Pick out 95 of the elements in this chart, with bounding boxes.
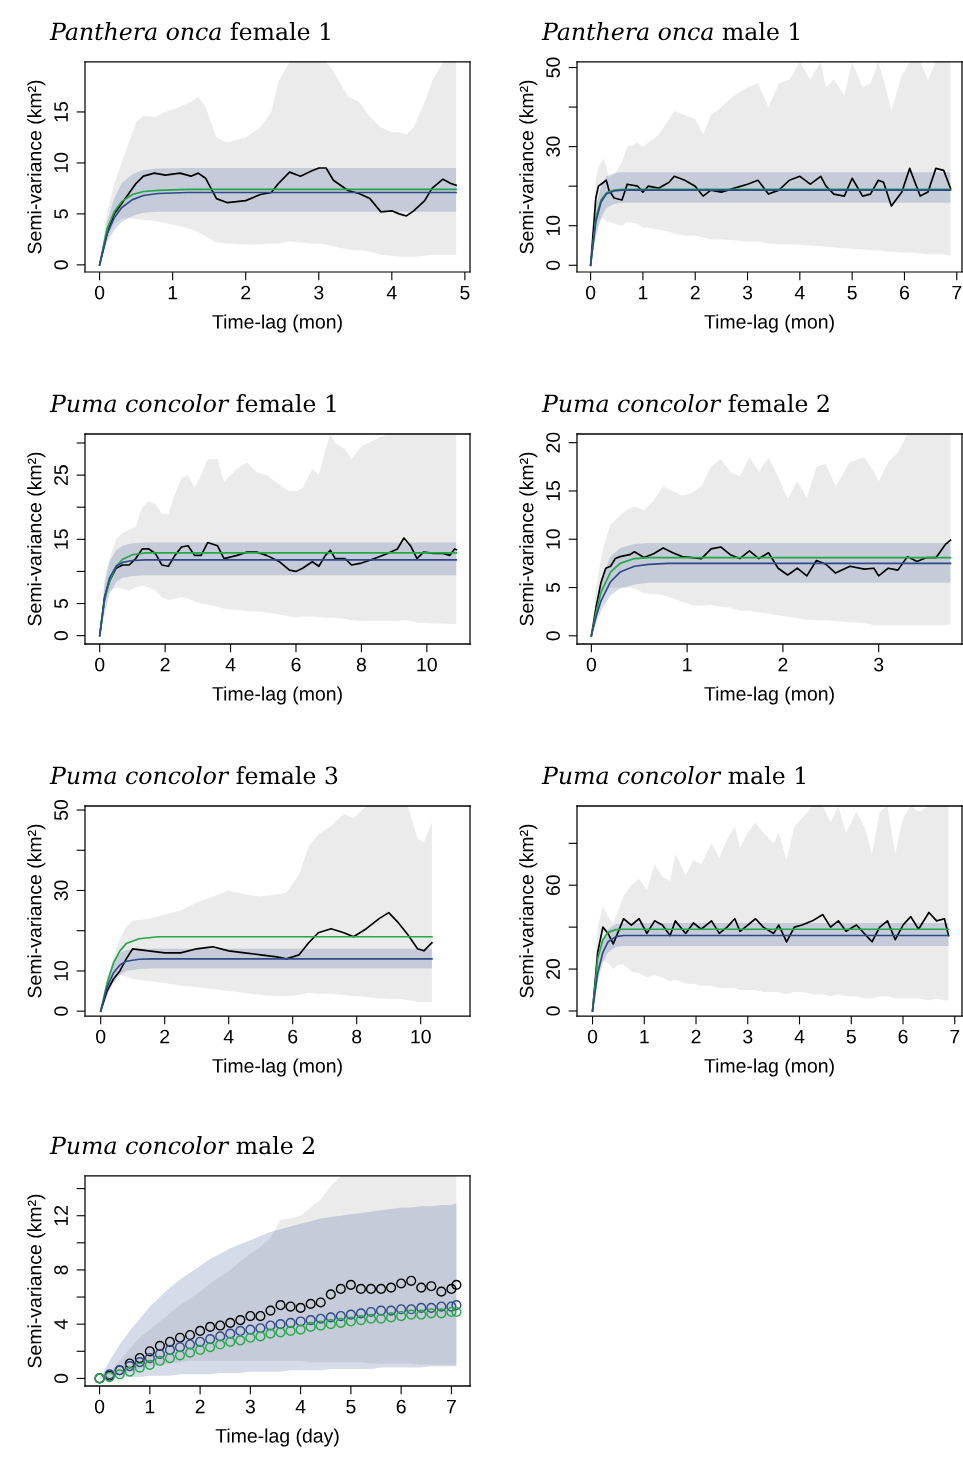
x-axis-title: Time-lag (mon) bbox=[704, 686, 834, 705]
x-tick-label: 3 bbox=[314, 285, 324, 300]
y-tick-label: 20 bbox=[546, 432, 560, 453]
x-tick-label: 8 bbox=[356, 657, 366, 672]
x-tick-label: 5 bbox=[846, 1029, 856, 1044]
x-tick-label: 4 bbox=[794, 1029, 805, 1044]
y-axis-title: Semi-variance (km²) bbox=[519, 824, 538, 998]
x-tick-label: 8 bbox=[352, 1029, 362, 1044]
x-tick-label: 2 bbox=[195, 1399, 205, 1414]
x-axis-title: Time-lag (mon) bbox=[212, 314, 342, 333]
x-tick-label: 6 bbox=[900, 285, 910, 300]
x-tick-label: 2 bbox=[160, 1029, 170, 1044]
x-tick-label: 1 bbox=[638, 285, 648, 300]
y-tick-label: 25 bbox=[54, 465, 68, 485]
x-tick-label: 0 bbox=[96, 1029, 106, 1044]
chart-title: Puma concolor male 1 bbox=[541, 766, 805, 785]
y-tick-label: 50 bbox=[54, 799, 68, 821]
x-tick-label: 6 bbox=[288, 1029, 298, 1044]
y-axis-title: Semi-variance (km²) bbox=[519, 452, 538, 626]
y-tick-label: 4 bbox=[54, 1319, 68, 1330]
x-tick-label: 4 bbox=[223, 1029, 234, 1044]
x-tick-label: 5 bbox=[346, 1399, 356, 1414]
x-tick-label: 7 bbox=[446, 1399, 456, 1414]
x-tick-label: 2 bbox=[160, 657, 170, 672]
x-tick-label: 4 bbox=[225, 657, 236, 672]
y-tick-label: 0 bbox=[546, 631, 560, 641]
x-tick-label: 3 bbox=[742, 285, 753, 300]
y-tick-label: 10 bbox=[546, 215, 560, 236]
y-tick-label: 5 bbox=[54, 209, 68, 219]
x-tick-label: 3 bbox=[245, 1399, 255, 1414]
x-tick-label: 3 bbox=[874, 657, 884, 672]
x-axis-title: Time-lag (day) bbox=[215, 1428, 339, 1447]
y-tick-label: 10 bbox=[546, 529, 560, 549]
x-tick-label: 4 bbox=[386, 285, 397, 300]
x-tick-label: 2 bbox=[691, 1029, 701, 1044]
x-tick-label: 6 bbox=[898, 1029, 908, 1044]
x-tick-label: 1 bbox=[683, 657, 692, 672]
x-tick-label: 7 bbox=[950, 1029, 960, 1044]
y-tick-label: 0 bbox=[54, 1373, 68, 1384]
x-tick-label: 10 bbox=[411, 1029, 431, 1044]
x-tick-label: 0 bbox=[94, 1399, 105, 1414]
y-tick-label: 60 bbox=[546, 875, 560, 896]
y-tick-label: 0 bbox=[54, 1006, 68, 1016]
chart-title: Puma concolor female 2 bbox=[541, 394, 829, 413]
x-axis-title: Time-lag (mon) bbox=[704, 1058, 834, 1077]
y-tick-label: 0 bbox=[54, 631, 68, 641]
y-tick-label: 10 bbox=[54, 152, 68, 173]
y-tick-label: 0 bbox=[546, 1006, 560, 1016]
x-tick-label: 5 bbox=[847, 285, 857, 300]
chart-title: Puma concolor female 3 bbox=[49, 766, 338, 785]
chart-title: Panthera onca female 1 bbox=[49, 22, 330, 41]
x-tick-label: 6 bbox=[396, 1399, 406, 1414]
y-tick-label: 5 bbox=[54, 598, 68, 609]
x-tick-label: 5 bbox=[460, 285, 470, 300]
y-tick-label: 30 bbox=[54, 880, 68, 901]
y-tick-label: 15 bbox=[54, 101, 68, 122]
x-tick-label: 1 bbox=[145, 1399, 155, 1414]
y-axis-title: Semi-variance (km²) bbox=[27, 1194, 46, 1368]
y-tick-label: 15 bbox=[546, 480, 560, 501]
y-axis-title: Semi-variance (km²) bbox=[27, 824, 46, 998]
x-axis-title: Time-lag (mon) bbox=[212, 686, 342, 705]
x-tick-label: 0 bbox=[586, 657, 597, 672]
x-tick-label: 4 bbox=[794, 285, 805, 300]
chart-title: Puma concolor female 1 bbox=[49, 394, 336, 413]
y-axis-title: Semi-variance (km²) bbox=[27, 452, 46, 626]
y-tick-label: 0 bbox=[546, 260, 560, 270]
x-tick-label: 6 bbox=[291, 657, 301, 672]
x-tick-label: 0 bbox=[585, 285, 596, 300]
y-axis-title: Semi-variance (km²) bbox=[519, 80, 538, 254]
y-tick-label: 8 bbox=[54, 1265, 68, 1275]
y-tick-label: 10 bbox=[54, 960, 68, 981]
y-axis-title: Semi-variance (km²) bbox=[27, 80, 46, 254]
x-tick-label: 3 bbox=[743, 1029, 753, 1044]
y-tick-label: 15 bbox=[54, 529, 68, 549]
x-tick-label: 1 bbox=[168, 285, 178, 300]
x-tick-label: 0 bbox=[95, 657, 105, 672]
y-tick-label: 30 bbox=[546, 136, 560, 157]
x-tick-label: 4 bbox=[295, 1399, 306, 1414]
x-tick-label: 2 bbox=[690, 285, 700, 300]
y-tick-label: 12 bbox=[54, 1205, 68, 1226]
x-tick-label: 2 bbox=[778, 657, 788, 672]
x-axis-title: Time-lag (mon) bbox=[704, 314, 834, 333]
x-tick-label: 0 bbox=[94, 285, 105, 300]
x-tick-label: 10 bbox=[417, 657, 437, 672]
x-axis-title: Time-lag (mon) bbox=[212, 1058, 342, 1077]
x-tick-label: 1 bbox=[640, 1029, 649, 1044]
x-tick-label: 2 bbox=[241, 285, 251, 300]
y-tick-label: 20 bbox=[546, 959, 560, 979]
y-tick-label: 5 bbox=[546, 582, 560, 593]
chart-title: Panthera onca male 1 bbox=[541, 22, 800, 41]
x-tick-label: 0 bbox=[587, 1029, 598, 1044]
y-tick-label: 0 bbox=[54, 260, 68, 270]
chart-title: Puma concolor male 2 bbox=[49, 1136, 314, 1155]
x-tick-label: 7 bbox=[952, 285, 962, 300]
y-tick-label: 50 bbox=[546, 57, 560, 78]
